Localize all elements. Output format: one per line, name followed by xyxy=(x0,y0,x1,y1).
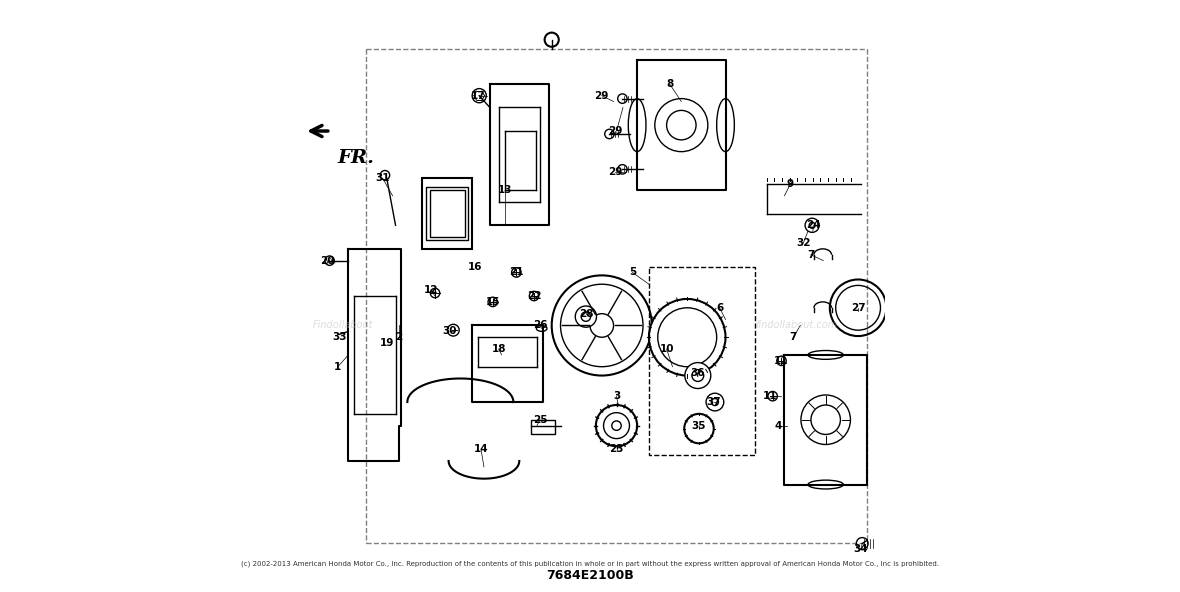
Text: 36: 36 xyxy=(690,368,704,378)
Bar xyxy=(422,178,472,249)
Text: 15: 15 xyxy=(485,297,500,307)
Bar xyxy=(430,190,465,237)
Text: 28: 28 xyxy=(578,308,594,318)
Text: Findollabout: Findollabout xyxy=(313,320,373,330)
Text: 21: 21 xyxy=(509,268,524,278)
Circle shape xyxy=(657,308,716,366)
Text: 24: 24 xyxy=(807,220,821,230)
Bar xyxy=(426,187,468,240)
Circle shape xyxy=(472,89,486,103)
Circle shape xyxy=(667,110,696,140)
Text: 5: 5 xyxy=(629,268,636,278)
Circle shape xyxy=(530,291,539,301)
Circle shape xyxy=(582,312,590,321)
Circle shape xyxy=(811,405,840,435)
Text: 16: 16 xyxy=(467,262,483,272)
Text: 20: 20 xyxy=(321,256,335,266)
Ellipse shape xyxy=(716,99,734,152)
Text: 3: 3 xyxy=(612,391,621,401)
Text: 17: 17 xyxy=(471,91,485,101)
Text: 30: 30 xyxy=(442,326,457,336)
Ellipse shape xyxy=(808,480,844,489)
Text: findollabout.com: findollabout.com xyxy=(755,320,838,330)
Ellipse shape xyxy=(628,99,645,152)
Circle shape xyxy=(604,129,614,139)
Ellipse shape xyxy=(808,350,844,359)
Circle shape xyxy=(801,395,851,445)
Circle shape xyxy=(560,284,643,366)
Circle shape xyxy=(596,405,637,446)
Text: 25: 25 xyxy=(532,415,548,424)
Text: 11: 11 xyxy=(774,356,788,366)
Circle shape xyxy=(552,275,651,375)
Ellipse shape xyxy=(537,326,548,332)
Circle shape xyxy=(545,33,559,47)
Circle shape xyxy=(380,170,389,180)
Text: 6: 6 xyxy=(716,303,723,313)
Circle shape xyxy=(617,165,627,174)
Text: 7684E2100B: 7684E2100B xyxy=(546,570,634,583)
Text: 35: 35 xyxy=(691,421,707,430)
Text: 29: 29 xyxy=(608,168,623,177)
Text: 7: 7 xyxy=(789,332,797,342)
Text: 1: 1 xyxy=(334,362,341,372)
Circle shape xyxy=(684,362,710,388)
Text: 27: 27 xyxy=(851,303,865,313)
Circle shape xyxy=(691,369,703,381)
Circle shape xyxy=(447,324,459,336)
Text: 4: 4 xyxy=(775,421,782,430)
Circle shape xyxy=(611,421,621,430)
Text: 9: 9 xyxy=(787,179,794,189)
Text: 37: 37 xyxy=(707,397,721,407)
Circle shape xyxy=(776,356,786,365)
Text: 19: 19 xyxy=(380,338,394,348)
Text: 13: 13 xyxy=(497,185,512,195)
Circle shape xyxy=(617,94,627,104)
Text: 22: 22 xyxy=(526,291,542,301)
Text: 18: 18 xyxy=(491,344,506,354)
Circle shape xyxy=(809,223,815,229)
Text: 23: 23 xyxy=(609,444,624,454)
Circle shape xyxy=(706,393,723,411)
Circle shape xyxy=(576,306,596,327)
Text: 29: 29 xyxy=(608,126,623,136)
Circle shape xyxy=(768,391,778,401)
Circle shape xyxy=(649,299,726,375)
Circle shape xyxy=(603,413,629,439)
Circle shape xyxy=(857,538,868,549)
Circle shape xyxy=(835,285,880,330)
Text: 7: 7 xyxy=(807,250,814,260)
Circle shape xyxy=(512,268,522,277)
Text: 26: 26 xyxy=(532,320,548,330)
Text: FR.: FR. xyxy=(337,149,375,166)
Circle shape xyxy=(590,314,614,337)
Circle shape xyxy=(431,288,440,298)
Circle shape xyxy=(805,218,819,233)
Text: 8: 8 xyxy=(666,79,673,89)
Text: 12: 12 xyxy=(424,285,438,295)
Circle shape xyxy=(655,99,708,152)
Text: 14: 14 xyxy=(473,444,489,454)
Circle shape xyxy=(712,398,719,406)
Circle shape xyxy=(489,297,498,307)
Circle shape xyxy=(684,414,714,443)
Text: (c) 2002-2013 American Honda Motor Co., Inc. Reproduction of the contents of thi: (c) 2002-2013 American Honda Motor Co., … xyxy=(241,561,939,567)
Circle shape xyxy=(324,256,334,265)
Text: 31: 31 xyxy=(375,173,389,183)
Bar xyxy=(531,420,555,435)
Text: 32: 32 xyxy=(796,238,811,248)
Text: 29: 29 xyxy=(595,91,609,101)
Text: 33: 33 xyxy=(333,332,347,342)
Text: 11: 11 xyxy=(762,391,776,401)
Text: 10: 10 xyxy=(660,344,674,354)
Text: 34: 34 xyxy=(853,545,868,554)
Circle shape xyxy=(830,279,886,336)
Text: 2: 2 xyxy=(395,332,402,342)
